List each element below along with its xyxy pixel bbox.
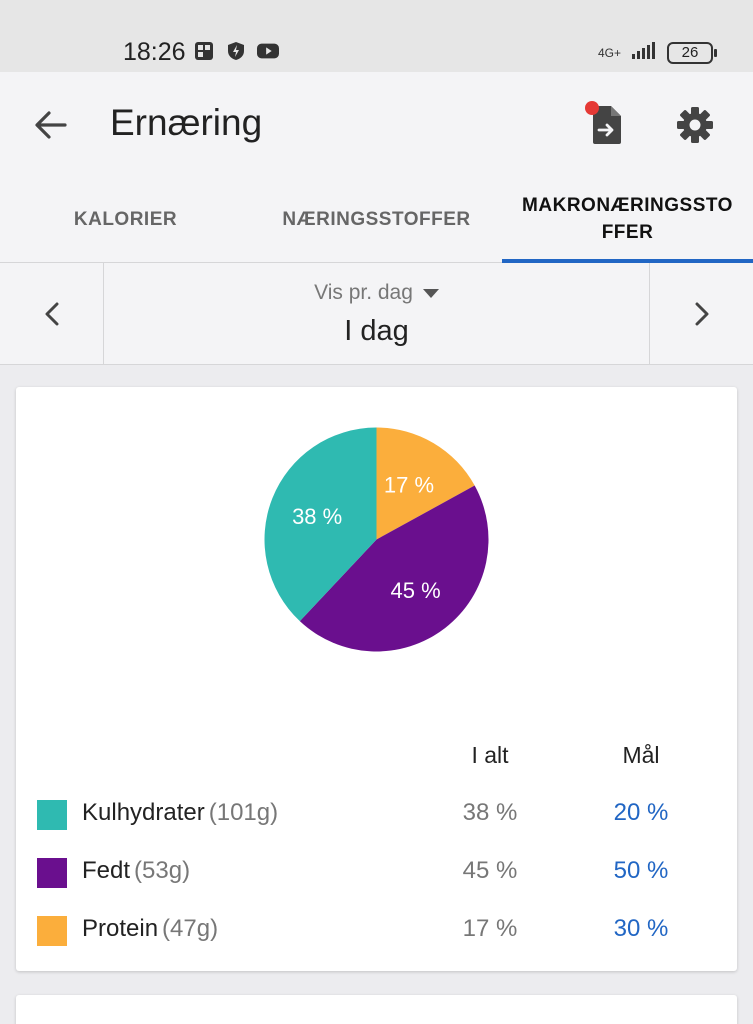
status-time: 18:26 [123, 38, 186, 66]
macro-name: Kulhydrater (101g) [82, 799, 278, 827]
macro-name: Protein (47g) [82, 915, 218, 943]
macro-label: Fedt [82, 857, 131, 884]
legend-swatch [37, 800, 67, 830]
macro-total: 17 % [462, 915, 518, 942]
app-bar: Ernæring [0, 72, 753, 176]
status-notification-icons [193, 40, 279, 62]
caret-down-icon [422, 288, 439, 298]
chevron-right-icon [695, 302, 708, 325]
macros-card: 17 % 45 % 38 % I alt Mål Kulhydrater (101g)… [16, 387, 737, 971]
notification-dot [585, 101, 599, 115]
tab-naeringsstoffer[interactable]: NÆRINGSSTOFFER [266, 176, 487, 262]
period-mode-label: Vis pr. dag [314, 281, 413, 304]
back-button[interactable] [26, 100, 76, 150]
macro-name: Fedt (53g) [82, 857, 190, 885]
selected-date: I dag [344, 315, 409, 347]
macro-grams: (47g) [162, 915, 219, 942]
status-bar: 18:26 4G+ 26 [0, 0, 753, 72]
pie-label-kulhydrater: 38 % [292, 504, 342, 529]
pie-slice-protein [376, 427, 475, 540]
shield-bolt-icon [225, 40, 247, 62]
column-header-goal: Mål [622, 742, 660, 768]
signal-icon [631, 40, 657, 65]
macro-total: 45 % [462, 857, 518, 884]
file-export-icon [593, 106, 621, 144]
pie-label-protein: 17 % [384, 473, 434, 498]
macro-row-fat: Fedt (53g) 45 % 50 % [16, 854, 737, 894]
legend-swatch [37, 916, 67, 946]
macro-goal[interactable]: 20 % [613, 799, 669, 826]
period-mode-dropdown[interactable]: Vis pr. dag [104, 281, 649, 305]
tab-label: MAKRONÆRINGSSTOFFER [522, 195, 733, 243]
battery-indicator: 26 [667, 41, 717, 64]
grid-app-icon [193, 40, 215, 62]
date-navigator: Vis pr. dag I dag [0, 263, 753, 365]
settings-button[interactable] [670, 100, 720, 150]
macro-grams: (53g) [134, 857, 191, 884]
macro-label: Kulhydrater [82, 799, 205, 826]
youtube-icon [257, 40, 279, 62]
macro-goal[interactable]: 30 % [613, 915, 669, 942]
column-header-total: I alt [471, 742, 509, 768]
legend-swatch [37, 858, 67, 888]
macro-grams: (101g) [208, 799, 279, 826]
tab-bar: KALORIER NÆRINGSSTOFFER MAKRONÆRINGSSTOF… [0, 176, 753, 263]
active-tab-indicator [502, 259, 753, 263]
pie-slice-kulhydrater [264, 427, 377, 622]
tab-label: NÆRINGSSTOFFER [282, 208, 471, 230]
next-card [16, 995, 737, 1024]
gear-icon [677, 107, 713, 143]
tab-makronaeringsstoffer[interactable]: MAKRONÆRINGSSTOFFER [517, 176, 738, 262]
macro-label: Protein [82, 915, 159, 942]
arrow-left-icon [35, 111, 67, 139]
network-type: 4G+ [597, 45, 621, 60]
macro-row-protein: Protein (47g) 17 % 30 % [16, 912, 737, 952]
pie-label-fedt: 45 % [391, 578, 441, 603]
macro-total: 38 % [462, 799, 518, 826]
macro-row-carbs: Kulhydrater (101g) 38 % 20 % [16, 796, 737, 836]
pie-slice-fedt [299, 485, 489, 652]
chevron-left-icon [45, 302, 58, 325]
macros-pie-chart: 17 % 45 % 38 % [264, 427, 489, 652]
page-title: Ernæring [110, 102, 263, 143]
macro-goal[interactable]: 50 % [613, 857, 669, 884]
status-system-icons: 4G+ 26 [597, 40, 717, 65]
previous-day-button[interactable] [0, 263, 104, 364]
next-day-button[interactable] [649, 263, 753, 364]
tab-label: KALORIER [73, 208, 178, 230]
export-button[interactable] [582, 100, 632, 150]
tab-kalorier[interactable]: KALORIER [0, 176, 251, 262]
